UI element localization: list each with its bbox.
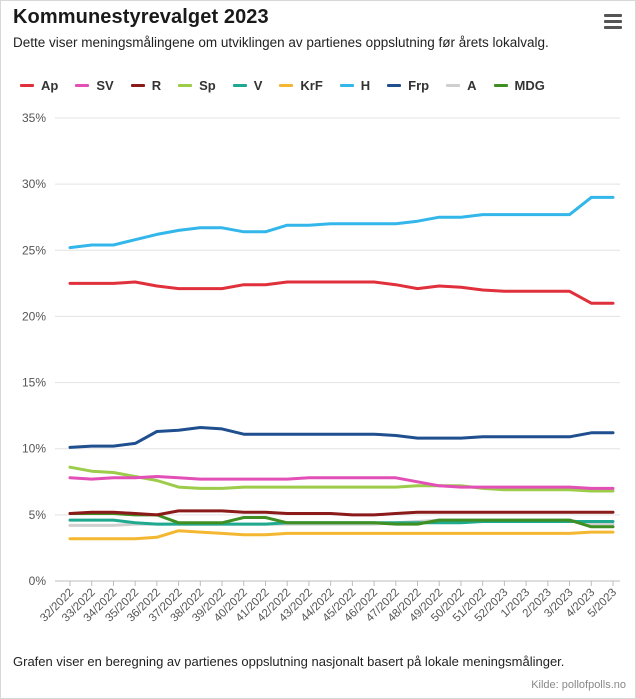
legend-item-sv[interactable]: SV xyxy=(75,78,114,93)
chart-subtitle: Dette viser meningsmålingene om utviklin… xyxy=(13,35,549,50)
menu-bar-2 xyxy=(604,20,622,23)
legend-item-mdg[interactable]: MDG xyxy=(493,78,545,93)
chart-source[interactable]: Kilde: pollofpolls.no xyxy=(531,679,626,691)
legend-label: MDG xyxy=(514,78,545,93)
y-tick-label: 15% xyxy=(22,376,46,390)
legend-swatch xyxy=(493,84,508,87)
series-line-mdg xyxy=(68,512,615,529)
legend-label: A xyxy=(467,78,477,93)
legend-label: KrF xyxy=(300,78,323,93)
series-line-frp xyxy=(68,426,615,449)
legend-item-h[interactable]: H xyxy=(339,78,371,93)
legend-swatch xyxy=(20,84,34,87)
legend-label: Frp xyxy=(408,78,430,93)
legend-label: V xyxy=(253,78,263,93)
y-tick-label: 0% xyxy=(29,574,47,588)
y-tick-label: 25% xyxy=(22,243,46,257)
menu-bar-3 xyxy=(604,26,622,29)
legend-label: Sp xyxy=(199,78,216,93)
legend-label: H xyxy=(360,78,371,93)
chart-title: Kommunestyrevalget 2023 xyxy=(13,6,269,28)
series-line-sp xyxy=(68,465,615,493)
legend-item-frp[interactable]: Frp xyxy=(387,78,429,93)
legend-label: R xyxy=(151,78,162,93)
legend-item-v[interactable]: V xyxy=(232,78,263,93)
legend-swatch xyxy=(339,84,354,87)
y-tick-label: 5% xyxy=(29,508,47,522)
line-chart: 0%5%10%15%20%25%30%35%32/202233/202234/2… xyxy=(22,111,620,625)
y-tick-label: 30% xyxy=(22,177,46,191)
legend-item-ap[interactable]: Ap xyxy=(20,78,58,93)
series-line-r xyxy=(68,509,615,517)
legend-swatch xyxy=(130,84,145,87)
chart-legend: Ap SV R Sp V KrF H Frp A MDG xyxy=(20,78,562,93)
y-tick-label: 20% xyxy=(22,309,46,323)
menu-bar-1 xyxy=(604,14,622,17)
legend-item-r[interactable]: R xyxy=(130,78,162,93)
series-line-ap xyxy=(68,280,615,305)
legend-swatch xyxy=(232,84,247,87)
legend-swatch xyxy=(178,84,193,87)
hamburger-menu-icon[interactable] xyxy=(604,14,622,30)
legend-swatch xyxy=(279,84,294,87)
legend-item-a[interactable]: A xyxy=(446,78,477,93)
legend-label: Ap xyxy=(41,78,59,93)
legend-item-krf[interactable]: KrF xyxy=(279,78,323,93)
legend-item-sp[interactable]: Sp xyxy=(178,78,216,93)
y-tick-label: 10% xyxy=(22,442,46,456)
legend-label: SV xyxy=(96,78,114,93)
y-tick-label: 35% xyxy=(22,111,46,125)
legend-swatch xyxy=(446,84,461,87)
series-line-sv xyxy=(68,475,615,490)
legend-swatch xyxy=(387,84,402,87)
chart-footnote: Grafen viser en beregning av partienes o… xyxy=(13,654,565,669)
series-line-krf xyxy=(68,529,615,541)
series-line-h xyxy=(68,195,615,250)
legend-swatch xyxy=(75,84,90,87)
